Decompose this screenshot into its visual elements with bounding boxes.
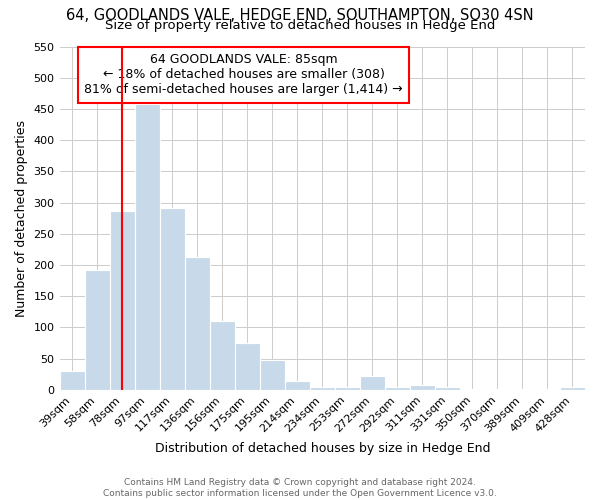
Bar — [310, 388, 335, 390]
X-axis label: Distribution of detached houses by size in Hedge End: Distribution of detached houses by size … — [155, 442, 490, 455]
Bar — [410, 386, 435, 390]
Bar — [285, 381, 310, 390]
Bar — [160, 208, 185, 390]
Text: Size of property relative to detached houses in Hedge End: Size of property relative to detached ho… — [105, 18, 495, 32]
Bar — [59, 371, 85, 390]
Bar — [485, 388, 510, 390]
Bar — [560, 386, 585, 390]
Text: Contains HM Land Registry data © Crown copyright and database right 2024.
Contai: Contains HM Land Registry data © Crown c… — [103, 478, 497, 498]
Y-axis label: Number of detached properties: Number of detached properties — [15, 120, 28, 316]
Bar — [110, 212, 134, 390]
Bar — [535, 388, 560, 390]
Bar — [510, 388, 535, 390]
Bar — [235, 343, 260, 390]
Bar — [85, 270, 110, 390]
Text: 64 GOODLANDS VALE: 85sqm
← 18% of detached houses are smaller (308)
81% of semi-: 64 GOODLANDS VALE: 85sqm ← 18% of detach… — [84, 54, 403, 96]
Bar — [435, 388, 460, 390]
Bar — [360, 376, 385, 390]
Bar — [209, 321, 235, 390]
Bar — [185, 257, 209, 390]
Bar — [460, 388, 485, 390]
Bar — [260, 360, 285, 390]
Bar — [335, 388, 360, 390]
Text: 64, GOODLANDS VALE, HEDGE END, SOUTHAMPTON, SO30 4SN: 64, GOODLANDS VALE, HEDGE END, SOUTHAMPT… — [66, 8, 534, 22]
Bar — [134, 104, 160, 390]
Bar — [385, 388, 410, 390]
